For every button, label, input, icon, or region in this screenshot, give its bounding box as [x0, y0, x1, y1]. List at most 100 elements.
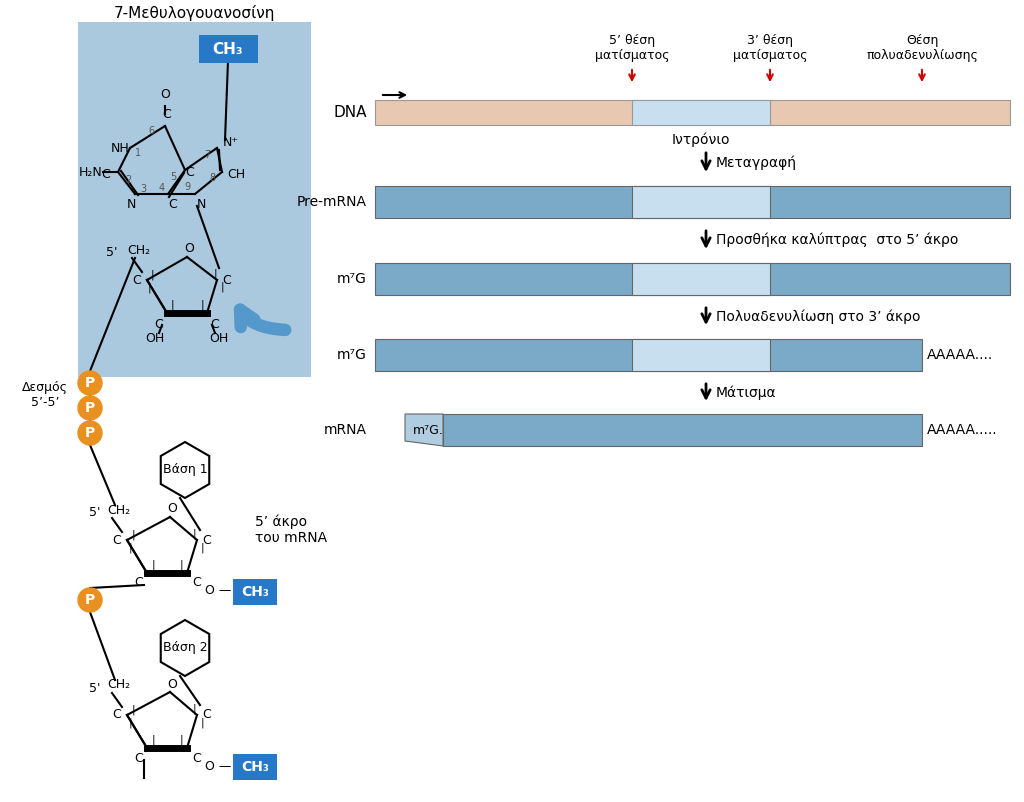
Circle shape [78, 588, 102, 612]
Polygon shape [406, 414, 443, 446]
Text: 2: 2 [125, 175, 131, 185]
Text: CH₂: CH₂ [108, 678, 131, 691]
Circle shape [78, 421, 102, 445]
Text: CH₃: CH₃ [213, 42, 244, 56]
Text: Μεταγραφή: Μεταγραφή [716, 156, 797, 170]
Text: 7: 7 [204, 150, 210, 160]
Text: C: C [155, 318, 164, 330]
Text: C: C [134, 751, 143, 764]
FancyBboxPatch shape [233, 754, 278, 780]
Bar [443, 414, 922, 446]
Circle shape [78, 371, 102, 395]
Text: O: O [167, 678, 177, 691]
Text: |: | [213, 269, 217, 279]
Text: C: C [169, 199, 177, 212]
Text: 5': 5' [106, 246, 118, 260]
Text: |: | [128, 543, 132, 553]
Text: 5: 5 [170, 172, 176, 182]
Text: C: C [203, 533, 211, 546]
Text: CH: CH [227, 168, 245, 180]
Text: O: O [160, 88, 170, 102]
Text: Μάτισμα: Μάτισμα [716, 385, 776, 399]
Text: 5': 5' [89, 682, 100, 695]
Text: 3’ θέση
ματίσματος: 3’ θέση ματίσματος [733, 34, 807, 62]
Text: 7-Μεθυλογουανοσίνη: 7-Μεθυλογουανοσίνη [114, 5, 275, 21]
Text: H₂N: H₂N [79, 165, 102, 179]
Text: |: | [128, 718, 132, 728]
Bar [78, 22, 311, 377]
Text: C: C [211, 318, 219, 330]
Bar [632, 186, 770, 218]
Text: AAAAA....: AAAAA.... [927, 348, 993, 362]
Text: |: | [193, 703, 196, 715]
Text: |: | [151, 269, 154, 280]
Text: Ιντρόνιο: Ιντρόνιο [672, 133, 730, 148]
Text: C: C [113, 533, 122, 546]
Text: N⁺: N⁺ [223, 136, 239, 149]
Bar [375, 100, 1010, 125]
Text: |: | [179, 735, 183, 745]
Text: N: N [197, 197, 206, 210]
Text: OH: OH [209, 331, 228, 345]
Text: O —: O — [205, 585, 231, 597]
Text: |: | [179, 560, 183, 570]
Text: 1: 1 [135, 148, 141, 158]
Text: CH₂: CH₂ [127, 244, 151, 257]
Text: |: | [131, 530, 135, 541]
Text: N: N [126, 199, 136, 212]
Bar [632, 100, 770, 125]
Text: C: C [222, 273, 231, 286]
Text: C: C [133, 273, 141, 286]
Text: |: | [131, 705, 135, 715]
Text: Δεσμός
5’-5’: Δεσμός 5’-5’ [22, 382, 68, 410]
Text: P: P [85, 426, 95, 440]
Text: Βάση 2: Βάση 2 [163, 642, 207, 654]
Text: 5’ θέση
ματίσματος: 5’ θέση ματίσματος [595, 34, 670, 62]
Text: m⁷G: m⁷G [337, 272, 367, 286]
Text: P: P [85, 593, 95, 607]
Bar [632, 263, 770, 295]
Bar [375, 339, 922, 371]
Text: |: | [193, 529, 196, 539]
Text: |: | [152, 560, 155, 570]
Text: C: C [113, 708, 122, 722]
Text: DNA: DNA [334, 105, 367, 120]
Polygon shape [161, 620, 209, 676]
Text: C: C [101, 168, 111, 180]
Text: |: | [200, 543, 204, 553]
FancyBboxPatch shape [199, 35, 258, 63]
Text: |: | [170, 300, 174, 310]
Text: 5': 5' [89, 507, 100, 520]
Text: Pre-mRNA: Pre-mRNA [297, 195, 367, 209]
Text: OH: OH [145, 331, 165, 345]
Text: NH: NH [111, 141, 129, 155]
Text: Προσθήκα καλύπτρας  στο 5’ άκρο: Προσθήκα καλύπτρας στο 5’ άκρο [716, 233, 958, 247]
Text: CH₂: CH₂ [108, 504, 131, 516]
Bar [375, 186, 1010, 218]
Text: C: C [185, 165, 195, 179]
Bar [632, 339, 770, 371]
Text: Βάση 1: Βάση 1 [163, 464, 207, 476]
Circle shape [78, 396, 102, 420]
Text: |: | [200, 300, 204, 310]
Text: AAAAA.....: AAAAA..... [927, 423, 997, 437]
Text: C: C [203, 708, 211, 722]
Text: O: O [184, 242, 194, 256]
Text: 5’ άκρο
του mRNA: 5’ άκρο του mRNA [255, 515, 327, 545]
Text: C: C [163, 108, 171, 121]
Text: 9: 9 [184, 182, 190, 192]
Text: m⁷G: m⁷G [337, 348, 367, 362]
Text: |: | [152, 735, 155, 745]
Text: O —: O — [205, 759, 231, 772]
Text: 4: 4 [159, 183, 165, 193]
Text: C: C [193, 577, 202, 589]
Text: |: | [220, 282, 224, 292]
Text: 3: 3 [140, 184, 146, 194]
Text: O: O [167, 503, 177, 516]
Text: CH₃: CH₃ [241, 760, 269, 774]
Text: 6: 6 [147, 126, 154, 136]
Text: Θέση
πολυαδενυλίωσης: Θέση πολυαδενυλίωσης [866, 34, 978, 62]
FancyBboxPatch shape [233, 579, 278, 605]
Text: C: C [134, 577, 143, 589]
Text: P: P [85, 401, 95, 415]
